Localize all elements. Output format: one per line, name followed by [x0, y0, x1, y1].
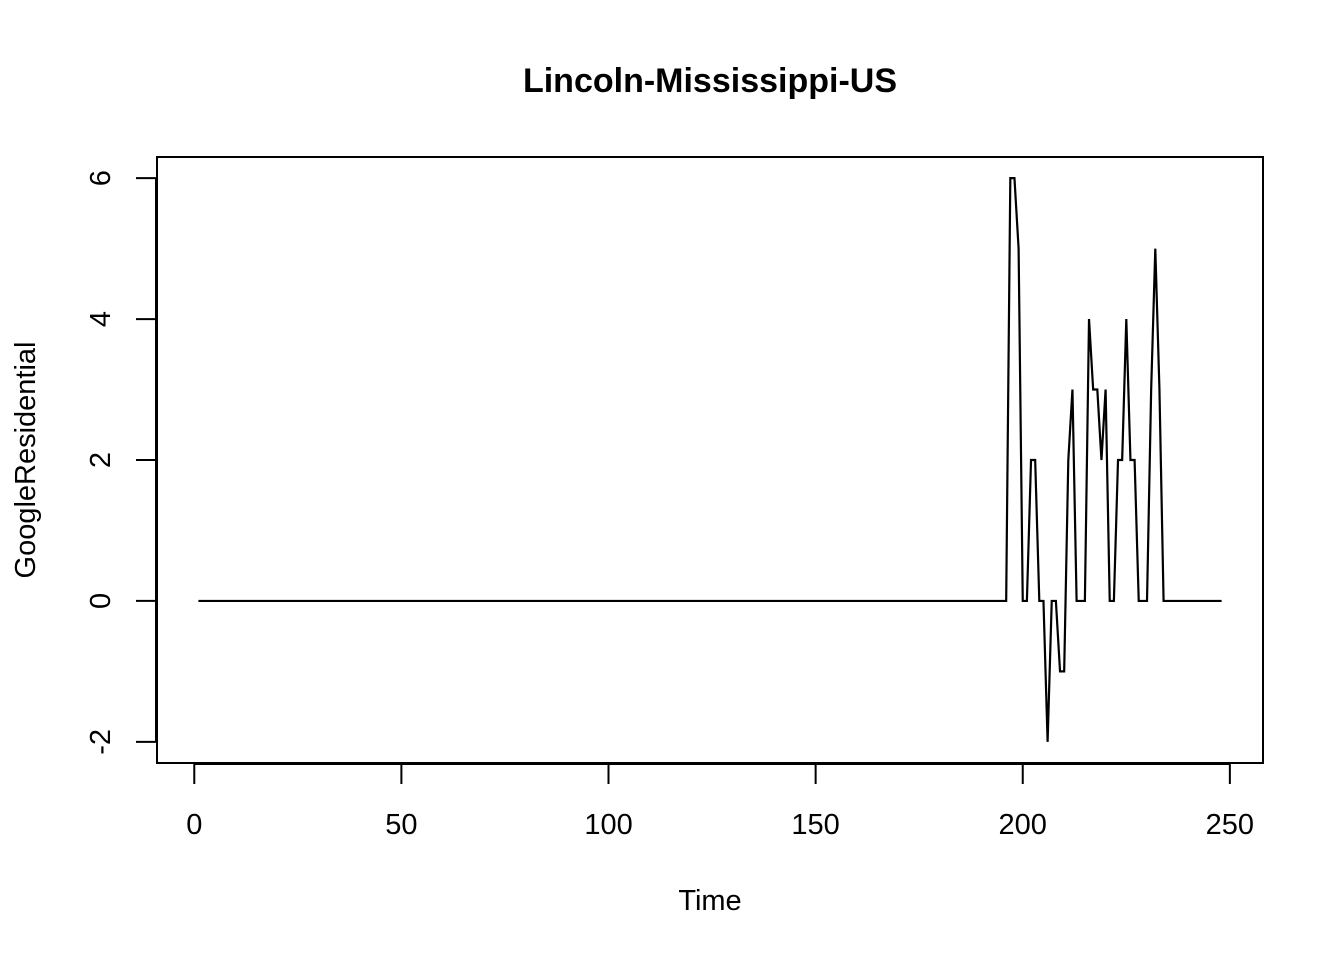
y-tick-label: 6 — [85, 170, 117, 186]
chart-title: Lincoln-Mississippi-US — [523, 62, 897, 100]
y-tick-label: 4 — [85, 311, 117, 327]
plot-frame — [156, 156, 1264, 764]
x-tick-label: 250 — [1206, 809, 1254, 841]
x-tick-label: 200 — [999, 809, 1047, 841]
series-line — [198, 177, 1222, 742]
y-tick-label: -2 — [85, 729, 117, 755]
y-axis-label: GoogleResidential — [10, 342, 42, 579]
x-axis: 0 50 100 150 200 250 — [186, 763, 1254, 841]
x-tick-label: 50 — [385, 809, 417, 841]
y-tick-label: 2 — [85, 452, 117, 468]
y-tick-label: 0 — [85, 593, 117, 609]
y-axis: -2 0 2 4 6 — [85, 170, 157, 755]
x-tick-label: 0 — [186, 809, 202, 841]
x-tick-label: 100 — [584, 809, 632, 841]
x-axis-label: Time — [678, 885, 741, 917]
x-tick-label: 150 — [791, 809, 839, 841]
